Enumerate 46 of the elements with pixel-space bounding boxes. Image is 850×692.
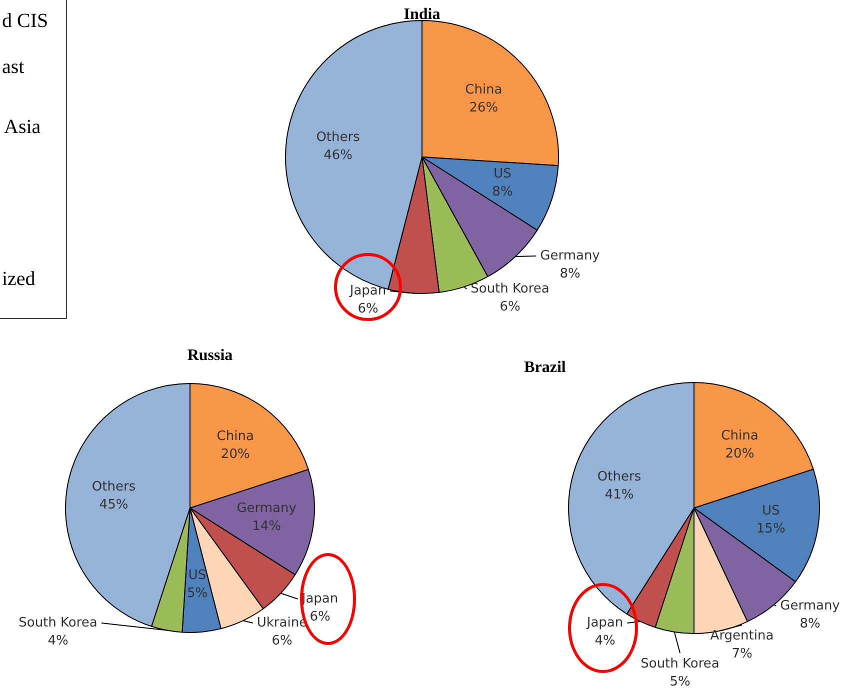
slice-label: Japan <box>300 591 338 606</box>
data-label: 14% <box>252 519 282 534</box>
data-label: 7% <box>732 646 752 662</box>
data-label: 41% <box>604 488 634 503</box>
slice-label: Germany <box>236 501 297 516</box>
data-label: 4% <box>48 633 68 648</box>
slice-label: Others <box>92 479 136 494</box>
slice-label: South Korea <box>470 281 550 296</box>
data-label: 4% <box>594 633 616 648</box>
text: ized <box>2 268 36 291</box>
slice-label: South Korea <box>640 656 720 672</box>
data-label: 6% <box>358 301 378 316</box>
slice-label: China <box>721 428 758 444</box>
data-label: 15% <box>756 522 786 537</box>
data-label: 5% <box>186 586 208 602</box>
data-label: 8% <box>800 616 820 632</box>
slice-label: Germany <box>540 248 600 264</box>
data-label: 20% <box>725 446 754 462</box>
data-label: 8% <box>492 184 513 200</box>
data-label: 45% <box>99 497 128 512</box>
data-label: 6% <box>272 633 292 648</box>
slice-label: Japan <box>586 615 624 630</box>
data-label: 46% <box>324 148 352 163</box>
slice-label: US <box>494 166 512 182</box>
text: d CIS <box>2 10 48 33</box>
slice-label: Argentina <box>710 628 774 644</box>
text: ast <box>2 56 24 79</box>
slice-label: South Korea <box>18 615 98 630</box>
chart-title: Brazil <box>523 359 567 377</box>
chart-title: Russia <box>186 347 234 365</box>
slice-label: US <box>188 568 206 584</box>
data-label: 20% <box>220 446 250 462</box>
data-label: 5% <box>670 674 690 690</box>
slice-label: China <box>465 82 502 98</box>
chart-title: India <box>402 6 442 24</box>
slice-label: Japan <box>348 283 386 298</box>
slice-label: Germany <box>780 598 840 614</box>
data-label: 8% <box>560 266 580 282</box>
slice-label: China <box>216 428 254 444</box>
slice-label: Others <box>316 130 360 145</box>
slice-label: Others <box>597 470 642 485</box>
slice-label: US <box>762 504 780 519</box>
text: Asia <box>4 116 41 139</box>
data-label: 6% <box>310 609 330 624</box>
data-label: 6% <box>500 299 520 314</box>
data-label: 26% <box>469 100 498 116</box>
